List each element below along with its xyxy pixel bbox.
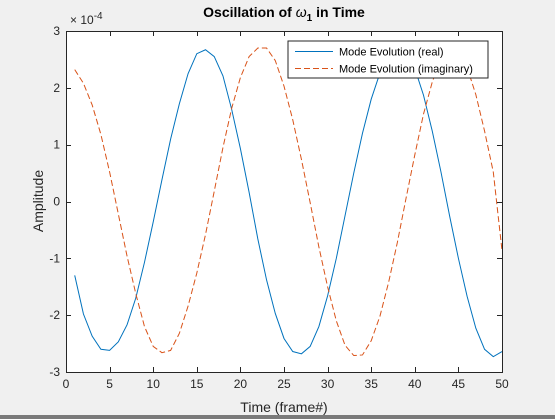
x-tick-label: 10 — [147, 377, 161, 391]
window-bottom-edge — [0, 415, 555, 419]
series-line-imaginary — [74, 47, 503, 357]
x-tick-label: 50 — [495, 377, 509, 391]
plot-area — [66, 31, 502, 372]
x-tick-label: 0 — [63, 377, 70, 391]
chart-title: Oscillation of ω1 in Time — [203, 4, 365, 24]
title-suffix: in Time — [312, 4, 365, 20]
y-tick-label: -1 — [49, 251, 60, 265]
y-axis-label: Amplitude — [30, 170, 46, 232]
y-tick-labels: -3 -2 -1 0 1 2 3 — [49, 24, 60, 379]
axes — [66, 31, 503, 373]
x-tick-label: 20 — [234, 377, 248, 391]
title-subscript: 1 — [307, 13, 313, 24]
y-tick-label: 2 — [53, 81, 60, 95]
series-layer — [74, 47, 503, 358]
x-tick-label: 15 — [190, 377, 204, 391]
y-exponent-power: -4 — [94, 11, 103, 22]
legend: Mode Evolution (real) Mode Evolution (im… — [287, 40, 489, 79]
x-tick-labels: 0 5 10 15 20 25 30 35 40 45 50 — [63, 377, 509, 391]
x-tick-label: 35 — [365, 377, 379, 391]
x-tick-label: 45 — [452, 377, 466, 391]
x-tick-label: 40 — [408, 377, 422, 391]
series-line-real — [74, 49, 503, 358]
legend-label-real: Mode Evolution (real) — [339, 47, 444, 59]
y-exponent-label: × 10-4 — [70, 11, 103, 27]
x-tick-label: 5 — [106, 377, 113, 391]
legend-label-imaginary: Mode Evolution (imaginary) — [339, 64, 473, 76]
y-tick-label: 3 — [53, 24, 60, 38]
y-tick-label: -3 — [49, 365, 60, 379]
legend-box — [287, 40, 489, 79]
y-tick-label: 1 — [53, 138, 60, 152]
title-prefix: Oscillation of — [203, 4, 296, 20]
x-tick-label: 25 — [277, 377, 291, 391]
y-exponent-base: × 10 — [70, 13, 94, 27]
x-tick-label: 30 — [321, 377, 335, 391]
y-tick-label: 0 — [53, 195, 60, 209]
y-tick-label: -2 — [49, 308, 60, 322]
title-symbol: ω — [296, 4, 307, 20]
x-axis-label: Time (frame#) — [240, 399, 327, 415]
